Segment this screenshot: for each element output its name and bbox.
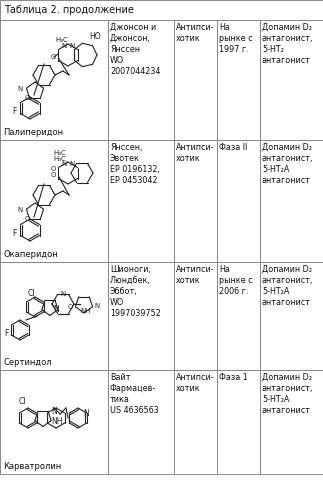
Text: Фаза 1: Фаза 1 [219,373,248,382]
Text: Допамин D₂
антагонист,
5-HT₂
антагонист: Допамин D₂ антагонист, 5-HT₂ антагонист [262,23,313,66]
Bar [108,370,174,474]
Bar [217,370,260,474]
Text: Окаперидон: Окаперидон [3,250,58,259]
Text: Палиперидон: Палиперидон [3,128,63,137]
Text: Джонсон и
Джонсон,
Янссен
WO
2007044234: Джонсон и Джонсон, Янссен WO 2007044234 [110,23,161,76]
Text: Допамин D₂
антагонист,
5-HT₂A
антагонист: Допамин D₂ антагонист, 5-HT₂A антагонист [262,373,313,416]
Text: NH: NH [81,308,91,314]
Text: Фаза II: Фаза II [219,143,247,152]
Text: Вайт
Фармацев-
тика
US 4636563: Вайт Фармацев- тика US 4636563 [110,373,159,416]
Text: Антипси-
хотик: Антипси- хотик [176,373,214,393]
Bar [217,20,260,140]
Text: Шионоги,
Люндбек,
Эббот,
WO
1997039752: Шионоги, Люндбек, Эббот, WO 1997039752 [110,265,161,318]
Text: F: F [13,228,17,237]
Text: Янссен,
Эвотек
EP 0196132,
EP 0453042: Янссен, Эвотек EP 0196132, EP 0453042 [110,143,160,186]
Bar [217,262,260,370]
Text: N: N [51,407,57,416]
Text: N: N [83,410,89,418]
Bar [260,20,323,140]
Text: N: N [61,161,67,167]
Text: N: N [54,304,59,314]
Text: NH: NH [51,418,63,426]
Text: F: F [5,328,9,338]
Text: Антипси-
хотик: Антипси- хотик [176,143,214,163]
Bar [217,140,260,262]
Text: N: N [18,86,23,92]
Bar [260,262,323,370]
Text: H₃C: H₃C [56,37,68,43]
Text: Допамин D₂
антагонист,
5-HT₂A
антагонист: Допамин D₂ антагонист, 5-HT₂A антагонист [262,265,313,308]
Text: Допамин D₂
антагонист,
5-HT₂A
антагонист: Допамин D₂ антагонист, 5-HT₂A антагонист [262,143,313,186]
Text: H₃C: H₃C [54,150,66,156]
Text: N: N [18,207,23,213]
Text: N: N [69,43,75,49]
Bar [174,20,217,140]
Text: N: N [61,43,67,49]
Bar [108,20,174,140]
Bar [0,140,108,262]
Text: Таблица 2. продолжение: Таблица 2. продолжение [4,5,134,15]
Text: O: O [51,54,56,60]
Text: N: N [60,291,66,297]
Text: Сертиндол: Сертиндол [3,358,52,367]
Text: Антипси-
хотик: Антипси- хотик [176,23,214,43]
Bar [0,370,108,474]
Text: На
рынке с
2006 г.: На рынке с 2006 г. [219,265,253,296]
Text: На
рынке с
1997 г.: На рынке с 1997 г. [219,23,253,54]
Bar [174,262,217,370]
Bar [0,20,108,140]
Bar [260,370,323,474]
Bar [174,370,217,474]
Text: O: O [24,216,30,222]
Text: O: O [68,304,73,310]
Text: O: O [51,172,56,178]
Text: F: F [13,106,17,116]
Bar [260,140,323,262]
Text: N: N [94,303,99,309]
Text: Карватролин: Карватролин [3,462,61,471]
Text: Антипси-
хотик: Антипси- хотик [176,265,214,285]
Bar [0,262,108,370]
Text: N: N [69,161,75,167]
Text: O: O [24,95,30,101]
Text: H₃C: H₃C [54,156,66,162]
Text: Cl: Cl [18,397,26,406]
Bar [0,0,323,20]
Text: Cl: Cl [27,290,35,298]
Text: O: O [51,166,56,172]
Bar [108,262,174,370]
Bar [174,140,217,262]
Text: HO: HO [89,32,101,41]
Bar [108,140,174,262]
